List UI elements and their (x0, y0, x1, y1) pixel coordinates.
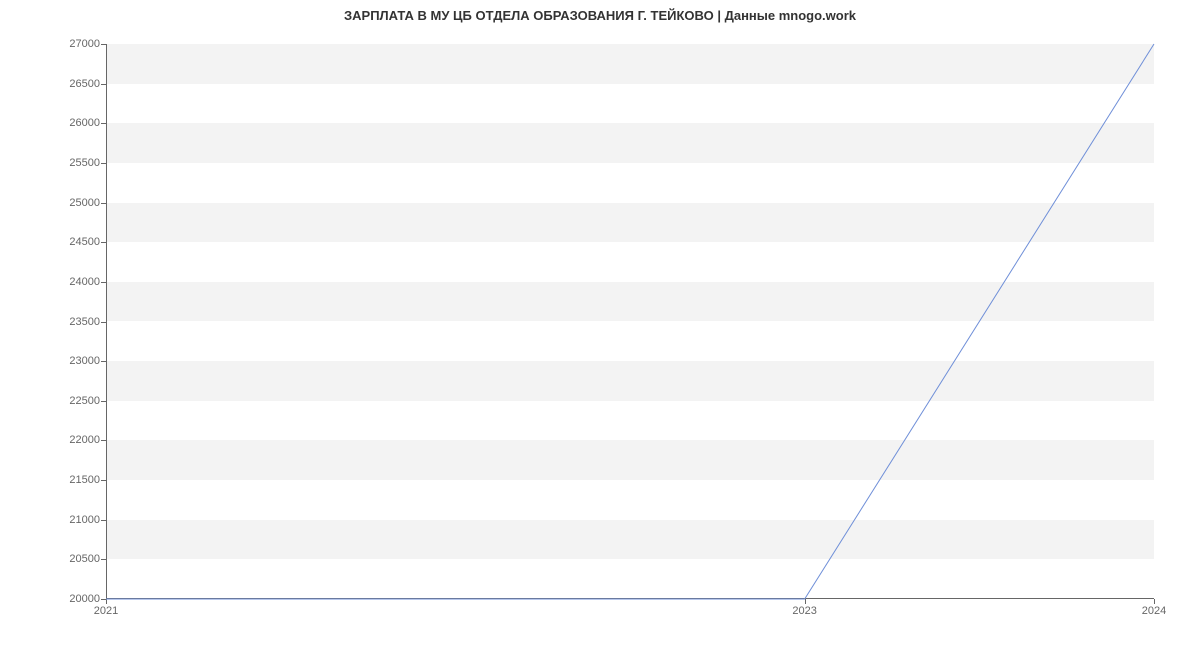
y-tick-label: 25500 (50, 157, 100, 169)
y-tick-label: 23000 (50, 355, 100, 367)
x-tick-mark (805, 599, 806, 604)
line-layer (106, 44, 1154, 599)
y-tick-label: 25000 (50, 197, 100, 209)
line-chart: ЗАРПЛАТА В МУ ЦБ ОТДЕЛА ОБРАЗОВАНИЯ Г. Т… (0, 0, 1200, 650)
y-tick-label: 21000 (50, 514, 100, 526)
y-tick-label: 24500 (50, 236, 100, 248)
y-tick-label: 24000 (50, 276, 100, 288)
y-tick-label: 23500 (50, 316, 100, 328)
y-tick-label: 26000 (50, 117, 100, 129)
x-tick-mark (1154, 599, 1155, 604)
y-tick-label: 20500 (50, 553, 100, 565)
y-tick-label: 22500 (50, 395, 100, 407)
series-line (106, 44, 1154, 599)
y-tick-label: 20000 (50, 593, 100, 605)
y-tick-label: 22000 (50, 434, 100, 446)
x-tick-label: 2021 (94, 605, 118, 617)
x-tick-mark (106, 599, 107, 604)
y-tick-label: 21500 (50, 474, 100, 486)
y-tick-label: 26500 (50, 78, 100, 90)
chart-title: ЗАРПЛАТА В МУ ЦБ ОТДЕЛА ОБРАЗОВАНИЯ Г. Т… (0, 8, 1200, 23)
x-tick-label: 2024 (1142, 605, 1166, 617)
x-tick-label: 2023 (792, 605, 816, 617)
y-tick-label: 27000 (50, 38, 100, 50)
